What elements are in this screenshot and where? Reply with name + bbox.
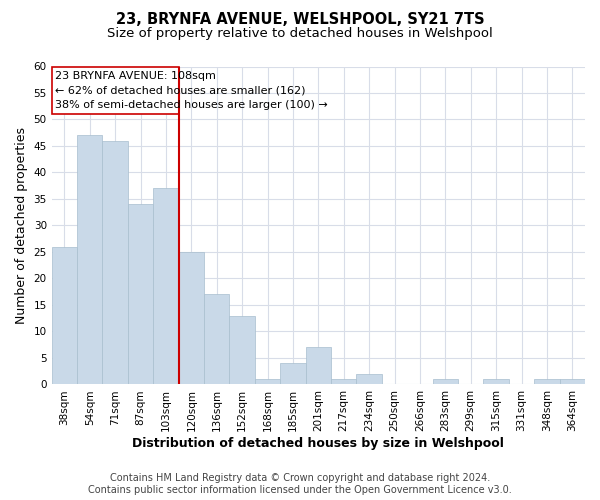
Bar <box>179 252 204 384</box>
Text: ← 62% of detached houses are smaller (162): ← 62% of detached houses are smaller (16… <box>55 86 306 96</box>
Bar <box>204 294 229 384</box>
Text: Size of property relative to detached houses in Welshpool: Size of property relative to detached ho… <box>107 28 493 40</box>
Bar <box>153 188 179 384</box>
Bar <box>356 374 382 384</box>
Bar <box>433 379 458 384</box>
Text: Contains HM Land Registry data © Crown copyright and database right 2024.
Contai: Contains HM Land Registry data © Crown c… <box>88 474 512 495</box>
Bar <box>103 140 128 384</box>
Bar <box>305 348 331 385</box>
Bar <box>484 379 509 384</box>
Bar <box>255 379 280 384</box>
Bar <box>229 316 255 384</box>
Bar <box>52 246 77 384</box>
Bar <box>128 204 153 384</box>
Bar <box>560 379 585 384</box>
X-axis label: Distribution of detached houses by size in Welshpool: Distribution of detached houses by size … <box>133 437 504 450</box>
Text: 23, BRYNFA AVENUE, WELSHPOOL, SY21 7TS: 23, BRYNFA AVENUE, WELSHPOOL, SY21 7TS <box>116 12 484 28</box>
Bar <box>280 364 305 384</box>
Y-axis label: Number of detached properties: Number of detached properties <box>15 127 28 324</box>
Text: 23 BRYNFA AVENUE: 108sqm: 23 BRYNFA AVENUE: 108sqm <box>55 71 217 81</box>
Bar <box>331 379 356 384</box>
Bar <box>52 66 179 114</box>
Bar <box>77 136 103 384</box>
Bar <box>534 379 560 384</box>
Text: 38% of semi-detached houses are larger (100) →: 38% of semi-detached houses are larger (… <box>55 100 328 110</box>
